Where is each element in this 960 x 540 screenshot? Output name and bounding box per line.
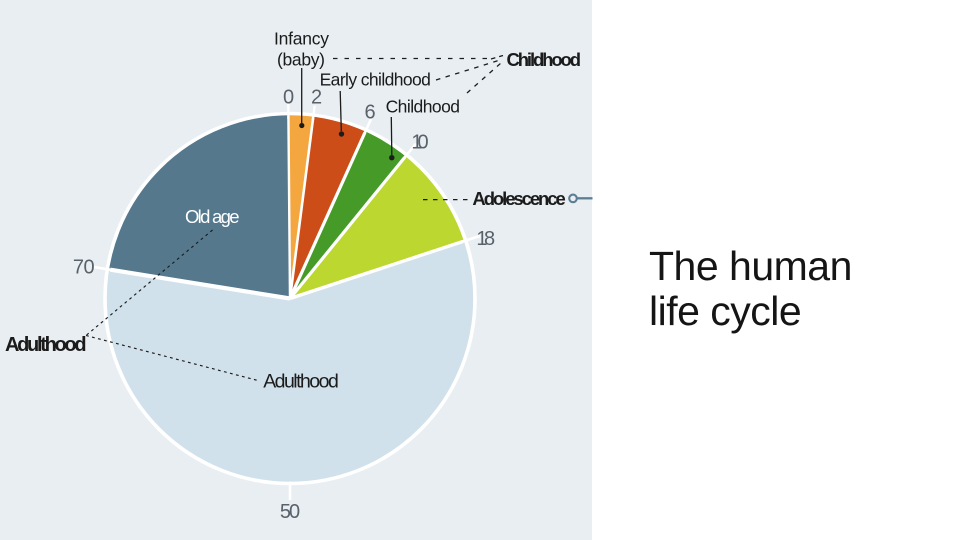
svg-text:50: 50 bbox=[280, 501, 300, 523]
svg-text:Adolescence: Adolescence bbox=[472, 188, 565, 209]
svg-text:Adulthood: Adulthood bbox=[5, 334, 85, 356]
svg-text:18: 18 bbox=[476, 228, 495, 250]
svg-text:Infancy: Infancy bbox=[274, 28, 329, 48]
svg-text:6: 6 bbox=[364, 102, 375, 124]
svg-text:0: 0 bbox=[283, 87, 294, 109]
svg-text:Early childhood: Early childhood bbox=[320, 69, 431, 89]
svg-text:70: 70 bbox=[73, 257, 95, 279]
svg-text:10: 10 bbox=[411, 131, 428, 153]
svg-text:Adulthood: Adulthood bbox=[263, 370, 339, 392]
svg-text:Childhood: Childhood bbox=[386, 97, 460, 117]
svg-text:2: 2 bbox=[311, 87, 322, 109]
svg-text:Old age: Old age bbox=[185, 206, 240, 227]
svg-text:(baby): (baby) bbox=[277, 50, 325, 70]
svg-text:Childhood: Childhood bbox=[507, 49, 582, 70]
